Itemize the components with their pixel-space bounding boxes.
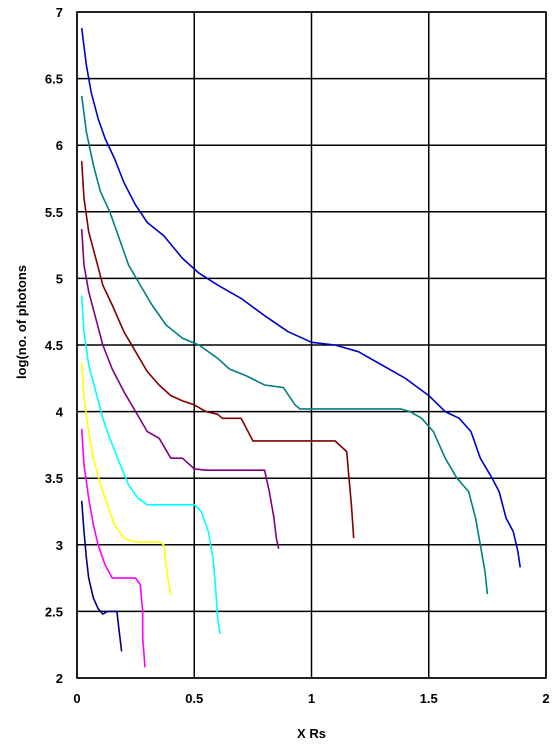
y-tick-labels: 2 2.5 3 3.5 4 4.5 5 5.5 6 6.5 7 bbox=[45, 5, 64, 686]
x-tick-label: 1.5 bbox=[420, 691, 438, 706]
x-tick-label: 0.5 bbox=[185, 691, 203, 706]
x-tick-labels: 0 0.5 1 1.5 2 bbox=[73, 691, 549, 706]
series-line-3 bbox=[82, 161, 354, 538]
series-layer bbox=[82, 28, 521, 667]
y-tick-label: 6.5 bbox=[45, 72, 63, 87]
y-tick-label: 2.5 bbox=[45, 604, 63, 619]
y-tick-label: 4.5 bbox=[45, 338, 63, 353]
y-tick-label: 6 bbox=[56, 138, 63, 153]
series-line-5 bbox=[82, 296, 220, 634]
y-tick-label: 2 bbox=[56, 671, 63, 686]
series-line-7 bbox=[82, 429, 145, 667]
y-tick-label: 7 bbox=[56, 5, 63, 20]
y-tick-label: 3.5 bbox=[45, 471, 63, 486]
y-tick-label: 3 bbox=[56, 538, 63, 553]
y-tick-label: 5 bbox=[56, 271, 63, 286]
grid-lines bbox=[77, 12, 546, 678]
x-tick-label: 1 bbox=[308, 691, 315, 706]
y-tick-label: 5.5 bbox=[45, 205, 63, 220]
x-axis-title: X Rs bbox=[297, 726, 326, 741]
x-tick-label: 0 bbox=[73, 691, 80, 706]
y-tick-label: 4 bbox=[56, 405, 64, 420]
y-axis-title: log(no. of photons bbox=[14, 265, 29, 379]
x-tick-label: 2 bbox=[542, 691, 549, 706]
series-line-4 bbox=[82, 229, 279, 549]
series-line-8 bbox=[82, 501, 122, 652]
